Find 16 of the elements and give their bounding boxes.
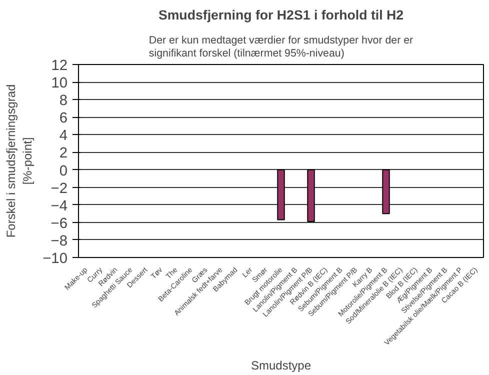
- y-tick-label: −10: [42, 251, 68, 267]
- y-tick-label: 8: [59, 93, 68, 110]
- y-tick-label: 4: [59, 128, 68, 144]
- y-tick-label: 2: [59, 146, 68, 162]
- y-tick-label: −4: [50, 198, 68, 214]
- chart-title: Smudsfjerning for H2S1 i forhold til H2: [158, 8, 404, 22]
- y-tick-label: −2: [50, 180, 68, 197]
- y-axis-title: Forskel i smudsfjerningsgrad [%-point]: [4, 84, 35, 238]
- x-axis-title: Smudstype: [250, 358, 312, 372]
- y-tick-label: −6: [50, 216, 68, 232]
- y-tick-label: 10: [51, 76, 68, 92]
- y-tick-label: 0: [59, 163, 68, 180]
- chart-subtitle: Der er kun medtaget værdier for smudstyper hvor der er signifikant forskel (tilnærmet 95%-niveau): [148, 34, 414, 60]
- y-tick-label: 12: [51, 58, 68, 74]
- y-tick-label: −8: [50, 233, 68, 250]
- y-tick-label: 6: [59, 110, 68, 127]
